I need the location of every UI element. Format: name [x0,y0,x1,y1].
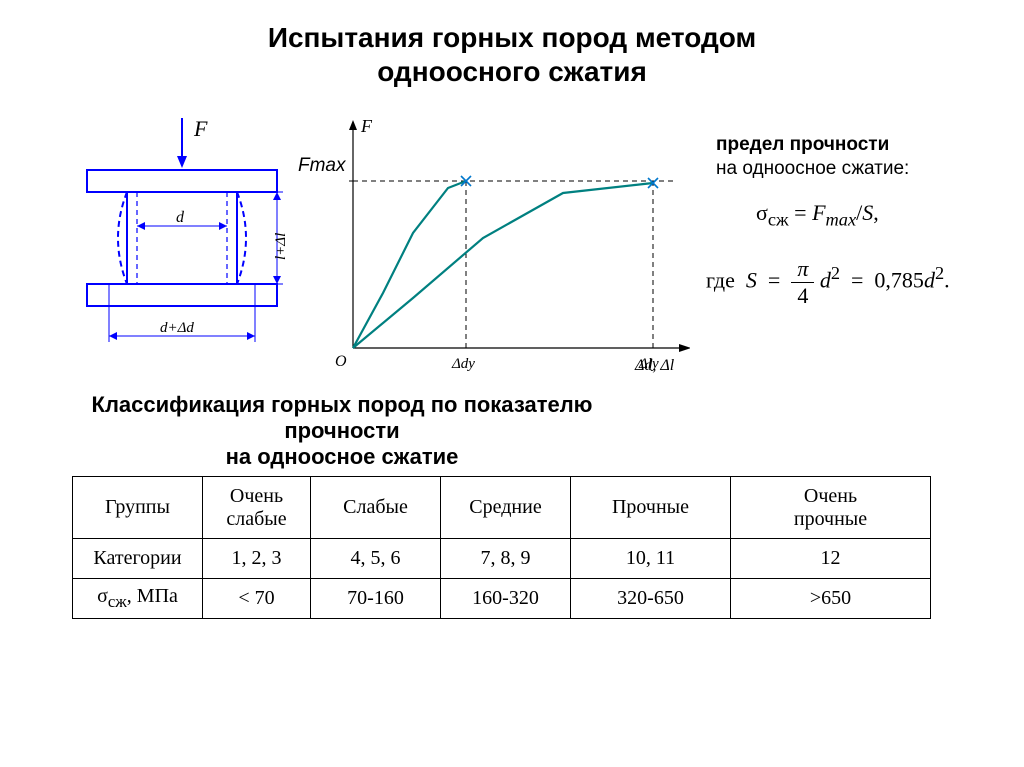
table-cell: 4, 5, 6 [311,539,441,579]
table-cell: σсж, МПа [73,579,203,619]
classification-title-2: прочности [0,418,854,444]
stress-strain-chart: FOΔd, ΔlΔdуΔlу [325,118,690,386]
formula-area: где S = π4 d2 = 0,785d2. [706,256,950,309]
table-cell: 12 [731,539,931,579]
table-cell: 7, 8, 9 [441,539,571,579]
table-header-cell: Средние [441,477,571,539]
strength-limit-label-1: предел прочности [716,134,889,156]
table-header-cell: Оченьпрочные [731,477,931,539]
page-title-line1: Испытания горных пород методом [0,22,1024,54]
svg-text:F: F [360,118,373,136]
chart-fmax-label: Fmax [298,155,346,177]
svg-text:O: O [335,353,347,370]
classification-title-3: на одноосное сжатие [0,444,854,470]
strength-limit-label-2: на одноосное сжатие: [716,158,909,180]
table-cell: 320-650 [571,579,731,619]
table-header-cell: Прочные [571,477,731,539]
table-header-cell: Слабые [311,477,441,539]
table-cell: Категории [73,539,203,579]
table-header-cell: Оченьслабые [203,477,311,539]
table-cell: 10, 11 [571,539,731,579]
classification-title-1: Классификация горных пород по показателю [0,392,854,418]
svg-text:l+Δl: l+Δl [273,233,289,260]
svg-text:d+Δd: d+Δd [160,320,194,336]
svg-text:Δlу: Δlу [638,356,659,372]
table-cell: 1, 2, 3 [203,539,311,579]
formula-sigma: σсж = Fmax/S, [756,200,879,230]
svg-text:d: d [176,209,185,226]
table-cell: 70-160 [311,579,441,619]
classification-table: ГруппыОченьслабыеСлабыеСредниеПрочныеОче… [72,476,931,619]
table-header-cell: Группы [73,477,203,539]
table-cell: < 70 [203,579,311,619]
svg-text:F: F [193,118,208,141]
page-title-line2: одноосного сжатия [0,56,1024,88]
table-cell: 160-320 [441,579,571,619]
specimen-diagram: Fd l+Δl d+Δd [72,118,302,388]
table-cell: >650 [731,579,931,619]
svg-text:Δdу: Δdу [451,356,475,372]
